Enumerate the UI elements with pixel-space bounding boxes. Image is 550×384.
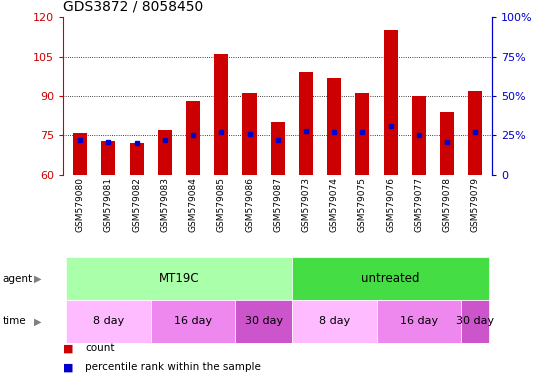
Bar: [151, 300, 235, 343]
Bar: [461, 300, 490, 343]
Text: 30 day: 30 day: [456, 316, 494, 326]
Bar: [186, 101, 200, 175]
Bar: [412, 96, 426, 175]
Bar: [73, 133, 87, 175]
Text: agent: agent: [3, 274, 33, 284]
Bar: [130, 143, 144, 175]
Text: count: count: [85, 343, 115, 353]
Text: GDS3872 / 8058450: GDS3872 / 8058450: [63, 0, 204, 13]
Text: GSM579080: GSM579080: [76, 177, 85, 232]
Text: 8 day: 8 day: [93, 316, 124, 326]
Text: GSM579077: GSM579077: [414, 177, 424, 232]
Text: GSM579079: GSM579079: [471, 177, 480, 232]
Bar: [243, 93, 257, 175]
Text: untreated: untreated: [361, 272, 420, 285]
Bar: [440, 112, 454, 175]
Text: GSM579083: GSM579083: [161, 177, 169, 232]
Text: GSM579081: GSM579081: [104, 177, 113, 232]
Bar: [355, 93, 370, 175]
Text: 30 day: 30 day: [245, 316, 283, 326]
Text: GSM579075: GSM579075: [358, 177, 367, 232]
Bar: [235, 300, 292, 343]
Bar: [292, 257, 490, 300]
Bar: [101, 141, 116, 175]
Text: GSM579082: GSM579082: [132, 177, 141, 232]
Text: 8 day: 8 day: [318, 316, 350, 326]
Bar: [66, 300, 151, 343]
Bar: [377, 300, 461, 343]
Text: percentile rank within the sample: percentile rank within the sample: [85, 362, 261, 372]
Text: GSM579084: GSM579084: [189, 177, 197, 232]
Text: GSM579086: GSM579086: [245, 177, 254, 232]
Bar: [271, 122, 285, 175]
Bar: [299, 73, 313, 175]
Text: GSM579074: GSM579074: [329, 177, 339, 232]
Text: GSM579085: GSM579085: [217, 177, 226, 232]
Bar: [383, 30, 398, 175]
Bar: [327, 78, 341, 175]
Text: GSM579076: GSM579076: [386, 177, 395, 232]
Bar: [214, 54, 228, 175]
Text: 16 day: 16 day: [400, 316, 438, 326]
Text: ▶: ▶: [34, 316, 42, 326]
Text: ■: ■: [63, 362, 74, 372]
Text: GSM579078: GSM579078: [443, 177, 452, 232]
Text: 16 day: 16 day: [174, 316, 212, 326]
Text: ▶: ▶: [34, 274, 42, 284]
Bar: [66, 257, 292, 300]
Text: GSM579073: GSM579073: [301, 177, 310, 232]
Bar: [158, 130, 172, 175]
Text: ■: ■: [63, 343, 74, 353]
Text: GSM579087: GSM579087: [273, 177, 282, 232]
Text: MT19C: MT19C: [158, 272, 199, 285]
Bar: [468, 91, 482, 175]
Text: time: time: [3, 316, 26, 326]
Bar: [292, 300, 377, 343]
